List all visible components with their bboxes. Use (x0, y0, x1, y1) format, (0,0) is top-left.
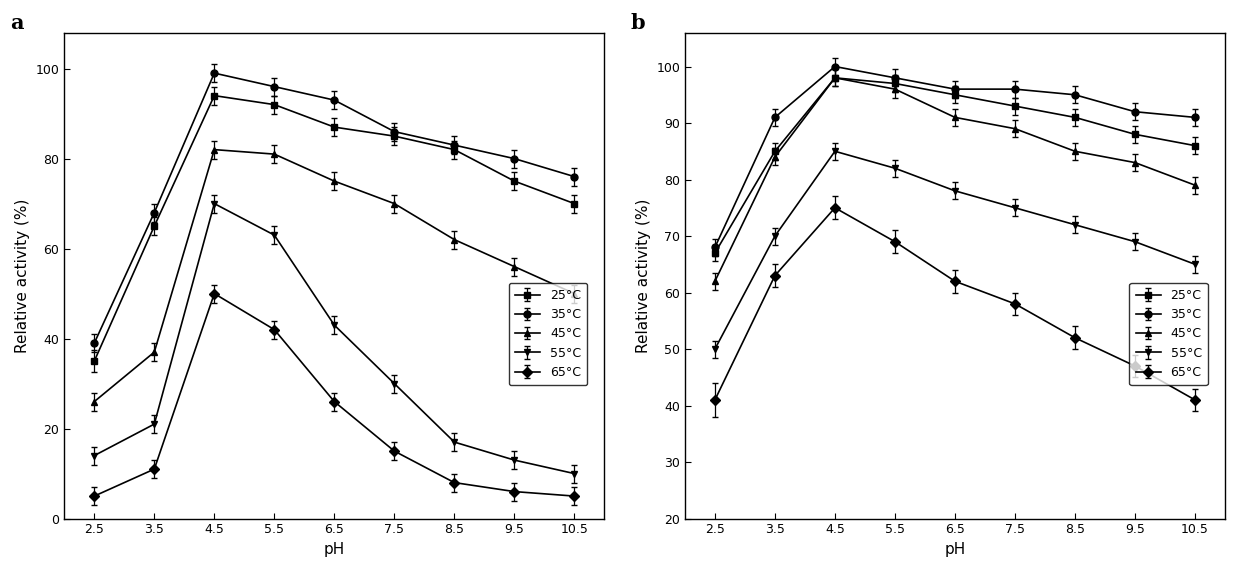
Legend: 25°C, 35°C, 45°C, 55°C, 65°C: 25°C, 35°C, 45°C, 55°C, 65°C (508, 283, 588, 385)
Text: a: a (10, 13, 24, 33)
Legend: 25°C, 35°C, 45°C, 55°C, 65°C: 25°C, 35°C, 45°C, 55°C, 65°C (1130, 283, 1208, 385)
X-axis label: pH: pH (945, 542, 966, 557)
Text: b: b (631, 13, 646, 33)
Y-axis label: Relative activity (%): Relative activity (%) (15, 198, 30, 353)
X-axis label: pH: pH (324, 542, 345, 557)
Y-axis label: Relative activity (%): Relative activity (%) (636, 198, 651, 353)
